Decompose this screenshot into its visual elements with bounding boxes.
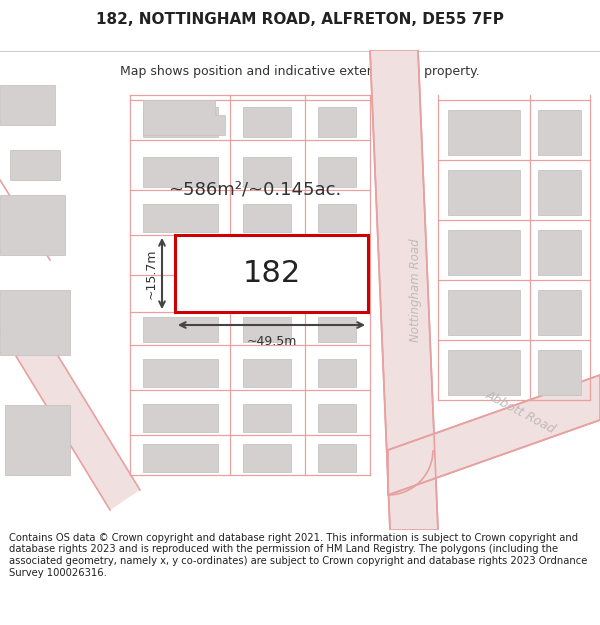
Text: ~49.5m: ~49.5m — [247, 335, 296, 348]
Text: ~15.7m: ~15.7m — [145, 248, 158, 299]
Text: Map shows position and indicative extent of the property.: Map shows position and indicative extent… — [120, 65, 480, 78]
Text: Abbott Road: Abbott Road — [483, 388, 557, 436]
Bar — [243, 404, 291, 432]
Bar — [243, 317, 291, 342]
Bar — [318, 317, 356, 342]
Polygon shape — [370, 50, 438, 530]
Polygon shape — [388, 375, 600, 495]
Bar — [318, 404, 356, 432]
Bar — [10, 150, 60, 180]
Bar — [448, 170, 520, 215]
Text: ~586m²/~0.145ac.: ~586m²/~0.145ac. — [169, 181, 341, 199]
Bar — [175, 235, 368, 312]
Bar — [318, 359, 356, 387]
Bar — [318, 157, 356, 187]
Bar — [143, 317, 218, 342]
Bar — [243, 444, 291, 472]
Bar — [243, 107, 291, 137]
Text: 182: 182 — [242, 259, 301, 288]
Bar — [448, 290, 520, 335]
Text: Contains OS data © Crown copyright and database right 2021. This information is : Contains OS data © Crown copyright and d… — [9, 533, 587, 578]
Bar — [538, 350, 581, 395]
Bar — [448, 350, 520, 395]
Bar — [243, 359, 291, 387]
Text: Nottingham Road: Nottingham Road — [409, 238, 422, 342]
Bar — [243, 157, 291, 187]
Bar — [538, 290, 581, 335]
Bar — [143, 157, 218, 187]
Bar — [243, 204, 291, 232]
Bar — [143, 359, 218, 387]
Bar — [143, 404, 218, 432]
Bar — [318, 444, 356, 472]
Bar — [318, 107, 356, 137]
Bar — [0, 290, 70, 355]
Bar — [143, 444, 218, 472]
Bar — [143, 204, 218, 232]
Bar — [0, 195, 65, 255]
Bar — [0, 85, 55, 125]
Polygon shape — [0, 310, 140, 510]
Bar — [318, 204, 356, 232]
Polygon shape — [143, 100, 225, 135]
Bar — [448, 110, 520, 155]
Text: 182, NOTTINGHAM ROAD, ALFRETON, DE55 7FP: 182, NOTTINGHAM ROAD, ALFRETON, DE55 7FP — [96, 11, 504, 26]
Bar — [5, 405, 70, 475]
Bar — [538, 170, 581, 215]
Bar — [143, 107, 218, 137]
Bar — [448, 230, 520, 275]
Bar — [538, 110, 581, 155]
Bar — [538, 230, 581, 275]
